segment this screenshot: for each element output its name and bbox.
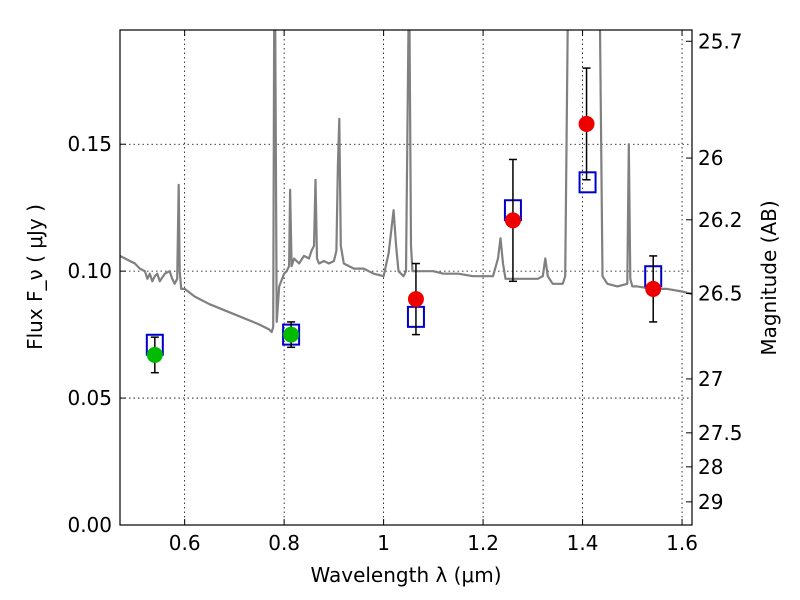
x-tick-label: 1.2 <box>467 531 499 555</box>
ticks <box>120 30 692 526</box>
y-tick-label: 0.10 <box>67 259 112 283</box>
observed-point <box>283 326 300 343</box>
y-tick-label: 0.05 <box>67 386 112 410</box>
y2-tick-label: 26.2 <box>698 208 743 232</box>
grid <box>120 30 692 525</box>
plot-frame <box>119 29 693 526</box>
x-tick-label: 1.6 <box>666 531 698 555</box>
y-tick-label: 0.15 <box>67 132 112 156</box>
y2-tick-label: 28 <box>698 455 723 479</box>
y-axis-title: Flux F_ν ( μJy ) <box>23 204 47 350</box>
y2-tick-label: 25.7 <box>698 29 743 53</box>
observed-point <box>578 115 595 132</box>
x-tick-label: 1 <box>377 531 390 555</box>
observed-point <box>504 212 521 229</box>
y-tick-labels: 0.00 0.05 0.10 0.15 <box>67 132 112 537</box>
model-photometry-box <box>578 171 597 194</box>
plot-area <box>120 30 692 374</box>
y2-tick-label: 26 <box>698 146 723 170</box>
x-axis-title: Wavelength λ (μm) <box>310 563 501 587</box>
y2-tick-label: 27.5 <box>698 421 743 445</box>
observed-point-layer <box>146 115 662 363</box>
model-spectrum-line <box>120 30 692 334</box>
x-tick-labels: 0.6 0.8 1 1.2 1.4 1.6 <box>169 531 698 555</box>
y2-axis-title: Magnitude (AB) <box>757 200 781 355</box>
observed-point <box>645 280 662 297</box>
y-tick-label: 0.00 <box>67 513 112 537</box>
x-tick-label: 1.4 <box>567 531 599 555</box>
y2-tick-label: 27 <box>698 367 723 391</box>
y2-tick-label: 26.5 <box>698 281 743 305</box>
x-tick-label: 0.6 <box>169 531 201 555</box>
observed-point <box>146 346 163 363</box>
observed-point <box>407 291 424 308</box>
y2-tick-label: 29 <box>698 490 723 514</box>
y2-tick-labels: 25.7 26 26.2 26.5 27 27.5 28 29 <box>698 29 743 514</box>
x-tick-label: 0.8 <box>268 531 300 555</box>
